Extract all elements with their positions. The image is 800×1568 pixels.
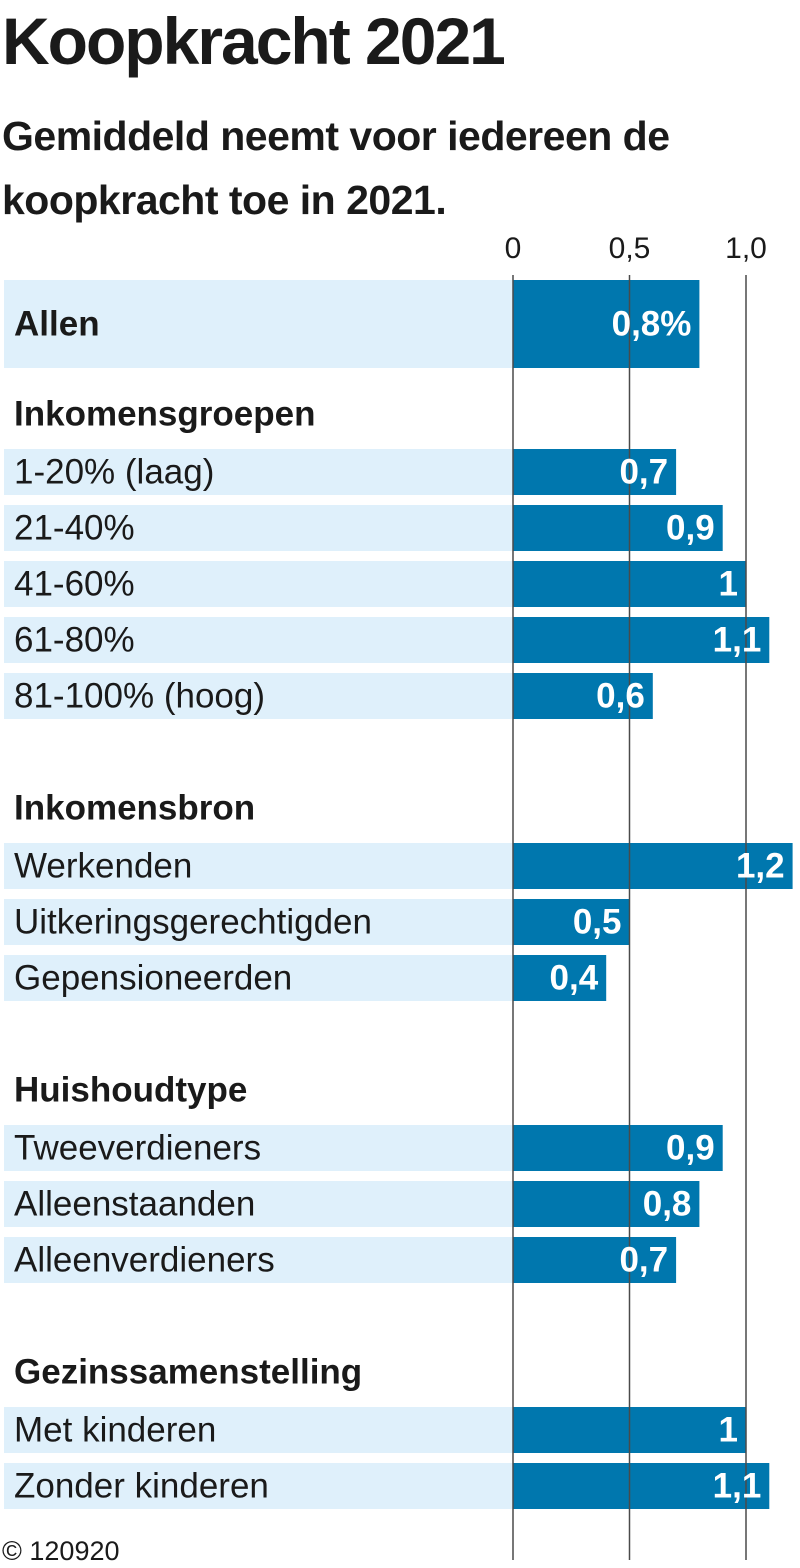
row-background — [4, 899, 513, 945]
row-background — [4, 1181, 513, 1227]
row-background — [4, 1237, 513, 1283]
value-label: 0,8% — [612, 305, 692, 344]
value-label: 1,2 — [736, 847, 785, 886]
value-label: 0,8 — [643, 1185, 692, 1224]
value-label: 0,5 — [573, 903, 622, 942]
value-labels: 0,8%0,70,911,10,61,20,50,40,90,80,711,1 — [550, 305, 785, 1506]
row-label: Alleenverdieners — [14, 1241, 275, 1280]
value-label: 0,6 — [596, 677, 645, 716]
bar — [513, 1463, 770, 1509]
chart-subtitle: Gemiddeld neemt voor iedereen de koopkra… — [2, 113, 670, 223]
bar — [513, 955, 607, 1001]
row-background — [4, 1125, 513, 1171]
group-heading: Huishoudtype — [14, 1071, 247, 1110]
row-label: 1-20% (laag) — [14, 453, 214, 492]
row-label: 81-100% (hoog) — [14, 677, 265, 716]
row-background — [4, 505, 513, 551]
group-heading: Inkomensbron — [14, 789, 255, 828]
x-tick-label: 0,5 — [609, 232, 651, 265]
value-label: 0,7 — [619, 453, 668, 492]
row-label: 41-60% — [14, 565, 135, 604]
row-background — [4, 280, 513, 368]
row-label: Met kinderen — [14, 1411, 216, 1450]
row-label: 21-40% — [14, 509, 135, 548]
bar — [513, 617, 770, 663]
row-label: Alleenstaanden — [14, 1185, 255, 1224]
value-label: 1,1 — [713, 1467, 762, 1506]
row-background — [4, 617, 513, 663]
row-background — [4, 1463, 513, 1509]
value-label: 0,9 — [666, 1129, 715, 1168]
gridlines — [512, 275, 747, 1560]
value-label: 1,1 — [713, 621, 762, 660]
value-label: 0,7 — [619, 1241, 668, 1280]
row-label: Gepensioneerden — [14, 959, 292, 998]
value-label: 1 — [719, 1411, 738, 1450]
bar — [513, 449, 677, 495]
row-label: Tweeverdieners — [14, 1129, 261, 1168]
x-tick-label: 1,0 — [725, 232, 767, 265]
bar — [513, 505, 723, 551]
bar — [513, 899, 630, 945]
x-tick-labels: 0 0,5 1,0 — [505, 232, 767, 265]
row-label: 61-80% — [14, 621, 135, 660]
value-label: 0,9 — [666, 509, 715, 548]
row-label: Uitkeringsgerechtigden — [14, 903, 372, 942]
bar — [513, 1237, 677, 1283]
value-label: 1 — [719, 565, 738, 604]
row-label: Zonder kinderen — [14, 1467, 269, 1506]
row-label: Allen — [14, 305, 100, 344]
bar — [513, 1125, 723, 1171]
row-backgrounds — [4, 280, 513, 1509]
row-labels: Allen Inkomensgroepen 1-20% (laag) 21-40% 41… — [14, 305, 372, 1506]
bar — [513, 280, 700, 368]
bar — [513, 1181, 700, 1227]
row-background — [4, 561, 513, 607]
row-background — [4, 843, 513, 889]
row-background — [4, 673, 513, 719]
row-label: Werkenden — [14, 847, 192, 886]
group-heading: Inkomensgroepen — [14, 395, 315, 434]
row-background — [4, 449, 513, 495]
x-tick-label: 0 — [505, 232, 522, 265]
group-heading: Gezinssamenstelling — [14, 1353, 362, 1392]
value-label: 0,4 — [550, 959, 599, 998]
row-background — [4, 955, 513, 1001]
row-background — [4, 1407, 513, 1453]
credit-text: © 120920 — [2, 1536, 120, 1566]
chart-title: Koopkracht 2021 — [2, 4, 506, 78]
